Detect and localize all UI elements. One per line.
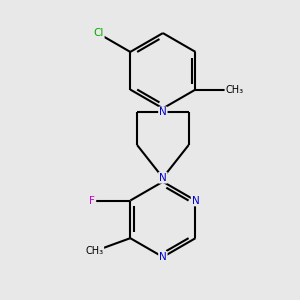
Text: F: F bbox=[89, 196, 95, 206]
Text: CH₃: CH₃ bbox=[225, 85, 244, 94]
Text: N: N bbox=[159, 173, 167, 183]
Text: N: N bbox=[159, 252, 167, 262]
Text: Cl: Cl bbox=[93, 28, 104, 38]
Text: N: N bbox=[192, 196, 200, 206]
Text: N: N bbox=[159, 107, 167, 117]
Text: CH₃: CH₃ bbox=[85, 246, 103, 256]
